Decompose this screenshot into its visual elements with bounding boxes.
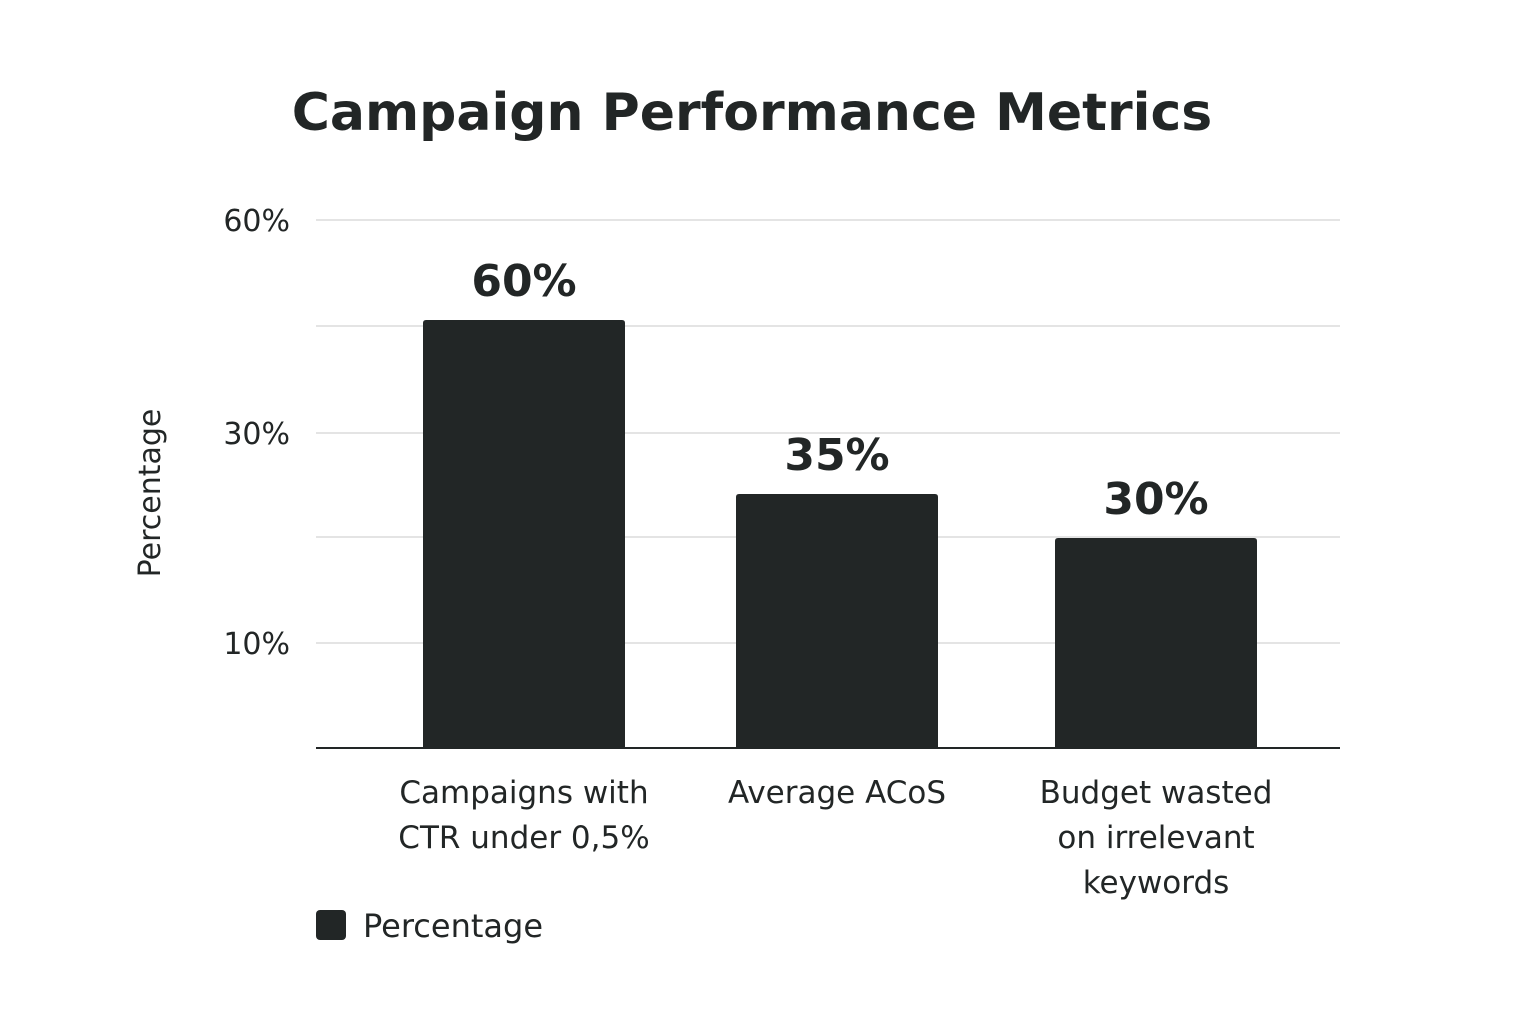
x-category-label-line: CTR under 0,5% — [398, 820, 649, 856]
x-axis-category-labels: Campaigns with CTR under 0,5% Average ACoS… — [398, 775, 1272, 901]
legend: Percentage — [316, 907, 543, 945]
legend-label: Percentage — [363, 907, 543, 945]
chart-title: Campaign Performance Metrics — [292, 83, 1213, 143]
bars — [423, 320, 1257, 748]
x-category-label: Budget wasted on irrelevant keywords — [1040, 775, 1273, 901]
x-category-label-line: on irrelevant — [1057, 820, 1254, 856]
y-tick-label: 60% — [223, 204, 290, 239]
x-category-label-line: Average ACoS — [728, 775, 946, 811]
bar-value-labels: 60% 35% 30% — [471, 256, 1208, 525]
x-category-label-line: keywords — [1083, 865, 1230, 901]
y-axis-label: Percentage — [133, 409, 168, 578]
bar — [423, 320, 625, 748]
x-category-label-line: Budget wasted — [1040, 775, 1273, 811]
bar — [736, 494, 938, 748]
y-tick-label: 10% — [223, 627, 290, 662]
bar-value-label: 60% — [471, 256, 576, 307]
y-tick-label: 30% — [223, 417, 290, 452]
y-axis-ticks: 10% 30% 60% — [223, 204, 290, 662]
legend-swatch — [316, 910, 346, 940]
x-category-label: Average ACoS — [728, 775, 946, 811]
x-category-label-line: Campaigns with — [399, 775, 648, 811]
x-category-label: Campaigns with CTR under 0,5% — [398, 775, 649, 856]
bar-value-label: 35% — [784, 430, 889, 481]
bar — [1055, 538, 1257, 748]
bar-value-label: 30% — [1103, 474, 1208, 525]
